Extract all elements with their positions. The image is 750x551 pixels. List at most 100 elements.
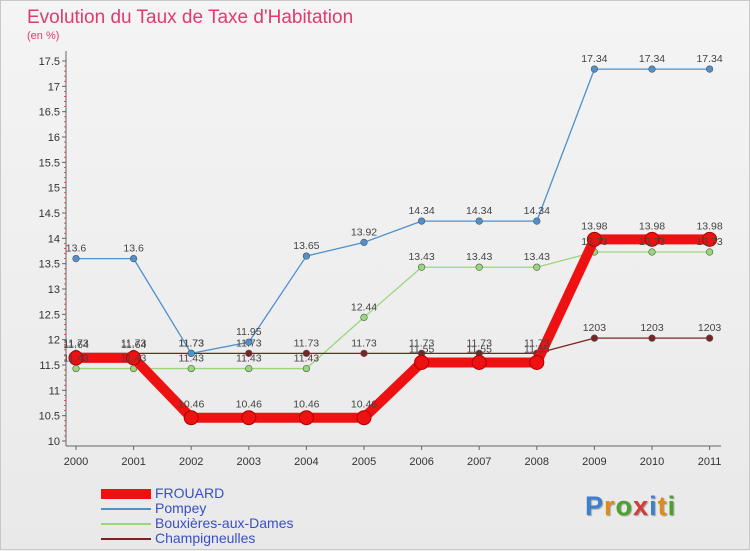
x-tick-label: 2004	[294, 456, 318, 468]
data-label-frouard: 10.46	[293, 399, 319, 411]
data-label-frouard: 11.55	[524, 343, 550, 355]
data-point-pompey	[705, 65, 714, 73]
data-label-bouxi-res-aux-dames: 13.43	[466, 251, 492, 263]
brand-letter: x	[633, 491, 650, 521]
data-label-pompey: 17.34	[696, 53, 722, 65]
y-tick-label: 10	[48, 436, 60, 448]
data-point-pompey	[130, 255, 138, 263]
y-tick-label: 14	[48, 233, 60, 245]
series-line-pompey	[76, 68, 710, 354]
y-tick-label: 17.5	[39, 56, 60, 68]
y-tick-label: 17	[48, 81, 60, 93]
data-point-bouxi-res-aux-dames	[245, 364, 253, 373]
data-label-frouard: 11.64	[121, 339, 147, 351]
y-tick-label: 13	[48, 284, 60, 296]
data-point-pompey	[72, 255, 80, 263]
data-label-pompey: 11.73	[178, 337, 204, 349]
data-label-champigneulles: 11.73	[294, 337, 320, 349]
data-label-pompey: 13.6	[66, 243, 87, 255]
x-tick-label: 2006	[409, 456, 433, 468]
data-point-bouxi-res-aux-dames	[360, 313, 368, 321]
legend-swatch-champigneulles	[101, 537, 151, 540]
legend-label-pompey: Pompey	[155, 500, 207, 516]
y-tick-label: 10.5	[39, 411, 60, 423]
series-line-frouard	[76, 234, 710, 423]
data-point-champigneulles	[245, 349, 253, 357]
data-label-bouxi-res-aux-dames: 13.73	[639, 236, 665, 248]
data-label-frouard: 13.98	[696, 220, 722, 232]
data-label-champigneulles: 11.73	[121, 337, 147, 349]
data-point-frouard	[126, 350, 142, 366]
data-point-frouard	[68, 350, 84, 366]
data-label-bouxi-res-aux-dames: 11.43	[178, 353, 204, 365]
data-label-champigneulles: 1203	[583, 322, 607, 334]
data-point-frouard	[529, 354, 545, 370]
legend-swatch-bouxieres	[101, 522, 151, 525]
data-point-pompey	[475, 217, 483, 225]
y-tick-label: 15.5	[39, 157, 60, 169]
data-point-pompey	[302, 252, 311, 260]
x-tick-label: 2011	[698, 456, 722, 468]
x-tick-label: 2008	[525, 456, 549, 468]
data-label-champigneulles: 11.73	[466, 337, 492, 349]
data-point-champigneulles	[360, 349, 368, 357]
data-label-bouxi-res-aux-dames: 12.44	[351, 301, 377, 313]
y-tick-label: 11	[49, 385, 60, 397]
data-label-bouxi-res-aux-dames: 11.43	[236, 353, 262, 365]
data-label-pompey: 13.6	[123, 243, 144, 255]
data-label-pompey: 17.34	[581, 53, 607, 65]
data-label-frouard: 10.46	[351, 399, 377, 411]
series-line-bouxi-res-aux-dames	[76, 251, 710, 370]
brand-letter: i	[649, 491, 658, 521]
data-point-frouard	[298, 410, 314, 426]
data-point-pompey	[533, 217, 541, 225]
data-point-champigneulles	[302, 349, 311, 357]
data-label-bouxi-res-aux-dames: 13.73	[696, 236, 722, 248]
brand-letter: t	[657, 491, 668, 521]
data-label-pompey: 11.95	[236, 326, 262, 338]
data-label-champigneulles: 11.73	[409, 337, 435, 349]
legend-label-bouxieres: Bouxières-aux-Dames	[155, 515, 294, 531]
legend-label-frouard: FROUARD	[155, 485, 225, 501]
data-point-bouxi-res-aux-dames	[187, 364, 195, 373]
data-point-bouxi-res-aux-dames	[72, 364, 80, 373]
data-label-bouxi-res-aux-dames: 11.43	[63, 353, 89, 365]
brand-letter: P	[585, 491, 605, 521]
data-point-champigneulles	[648, 334, 656, 342]
data-label-pompey: 13.92	[351, 226, 377, 238]
y-tick-label: 13.5	[39, 259, 60, 271]
data-point-pompey	[418, 217, 426, 225]
chart-title: Evolution du Taux de Taxe d'Habitation	[27, 7, 354, 28]
data-label-frouard: 10.46	[236, 399, 262, 411]
data-point-bouxi-res-aux-dames	[302, 364, 311, 373]
data-point-champigneulles	[590, 334, 599, 342]
brand-letter: i	[667, 491, 677, 521]
data-label-pompey: 17.34	[639, 53, 665, 65]
y-tick-label: 11.5	[39, 360, 60, 372]
data-label-frouard: 11.55	[466, 343, 492, 355]
data-label-champigneulles: 1203	[640, 322, 664, 334]
data-label-pompey: 14.34	[524, 205, 550, 217]
x-tick-label: 2000	[64, 456, 88, 468]
x-tick-label: 2005	[352, 456, 376, 468]
data-point-frouard	[241, 410, 257, 426]
data-label-champigneulles: 11.73	[63, 337, 89, 349]
y-tick-label: 16.5	[39, 107, 60, 119]
data-label-bouxi-res-aux-dames: 11.43	[121, 353, 147, 365]
data-point-frouard	[414, 354, 430, 370]
data-point-bouxi-res-aux-dames	[418, 263, 426, 271]
data-label-frouard: 11.64	[63, 339, 89, 351]
brand-logo: Proxiti	[585, 491, 676, 522]
data-point-bouxi-res-aux-dames	[648, 248, 656, 256]
x-tick-label: 2002	[179, 456, 203, 468]
data-point-pompey	[245, 338, 253, 346]
data-label-frouard: 13.98	[639, 220, 665, 232]
data-label-champigneulles: 11.73	[178, 337, 204, 349]
data-point-frouard	[471, 354, 487, 370]
data-point-pompey	[590, 65, 599, 73]
chart-subtitle: (en %)	[27, 30, 60, 42]
data-label-pompey: 13.65	[293, 240, 319, 252]
data-label-bouxi-res-aux-dames: 13.73	[581, 236, 607, 248]
data-label-bouxi-res-aux-dames: 13.43	[408, 251, 434, 263]
